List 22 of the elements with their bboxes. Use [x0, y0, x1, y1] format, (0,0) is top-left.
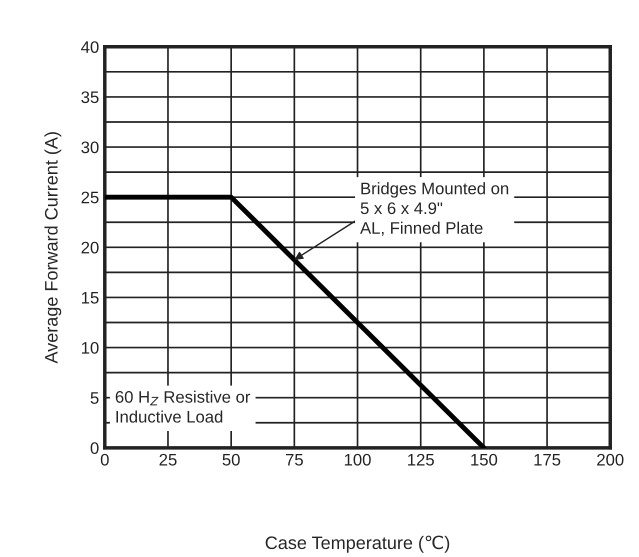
x-axis-title: Case Temperature (℃): [266, 536, 450, 553]
x-tick-label: 50: [222, 454, 240, 466]
y-tick-label: 40: [81, 41, 99, 53]
x-tick-label: 0: [100, 454, 109, 466]
y-tick-label: 15: [82, 292, 99, 304]
x-tick-label: 150: [471, 454, 498, 466]
annotation: 60 H$_{Z}$ Resistive or Inductive Load: [116, 390, 250, 423]
y-tick-label: 30: [81, 141, 99, 154]
x-tick-label: 200: [597, 454, 624, 466]
x-tick-label: 125: [408, 454, 434, 466]
x-tick-label: 175: [534, 454, 560, 466]
annotation: Bridges Mounted on 5 x 6 x 4.9" AL, Finned Plate: [360, 182, 508, 236]
x-tick-label: 25: [160, 454, 177, 466]
y-tick-label: 10: [82, 342, 99, 354]
x-tick-label: 100: [344, 454, 371, 466]
y-axis-title: Average Forward Current (A): [44, 132, 62, 364]
y-tick-label: 5: [90, 392, 99, 404]
y-tick-label: 0: [90, 442, 99, 454]
y-tick-label: 20: [82, 242, 99, 254]
y-tick-label: 25: [82, 192, 99, 204]
y-tick-label: 35: [81, 91, 99, 104]
x-tick-label: 75: [286, 454, 303, 466]
